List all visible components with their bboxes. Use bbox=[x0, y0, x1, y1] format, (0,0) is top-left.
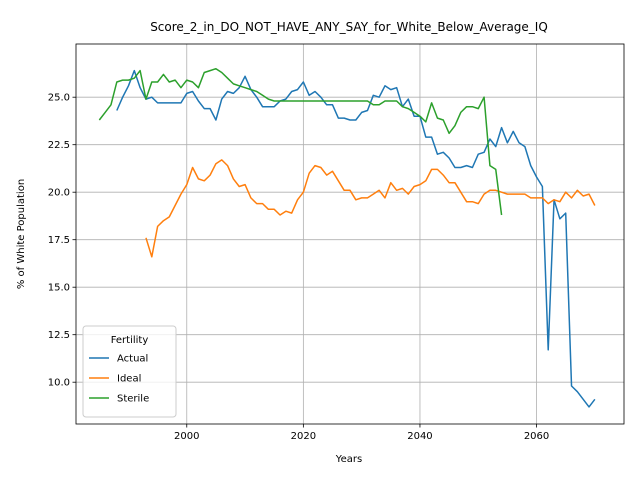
plot-frame bbox=[75, 43, 625, 425]
y-tick-label: 22.5 bbox=[48, 140, 70, 151]
series-line-actual bbox=[116, 69, 596, 408]
y-tick-label: 12.5 bbox=[48, 330, 70, 341]
legend-title: Fertility bbox=[111, 335, 149, 346]
legend: Fertility Actual Ideal Sterile bbox=[82, 325, 177, 418]
y-axis: 10.0 12.5 15.0 17.5 20.0 22.5 25.0 bbox=[48, 93, 76, 389]
y-tick-label: 17.5 bbox=[48, 235, 70, 246]
x-axis: 2000 2020 2040 2060 bbox=[174, 424, 549, 442]
x-tick-label: 2040 bbox=[407, 431, 432, 442]
legend-label-ideal: Ideal bbox=[117, 374, 141, 385]
legend-label-actual: Actual bbox=[117, 354, 148, 365]
series-line-ideal bbox=[145, 159, 596, 258]
y-tick-label: 20.0 bbox=[48, 188, 70, 199]
y-tick-label: 25.0 bbox=[48, 93, 70, 104]
legend-box bbox=[82, 325, 177, 418]
plot-area bbox=[98, 67, 596, 408]
y-tick-label: 10.0 bbox=[48, 378, 70, 389]
y-tick-label: 15.0 bbox=[48, 283, 70, 294]
grid-lines bbox=[76, 44, 624, 424]
y-axis-label: % of White Population bbox=[16, 179, 27, 289]
legend-label-sterile: Sterile bbox=[117, 394, 149, 405]
legend-entries: Actual Ideal Sterile bbox=[89, 354, 149, 405]
chart-title: Score_2_in_DO_NOT_HAVE_ANY_SAY_for_White… bbox=[150, 20, 548, 34]
series-line-sterile bbox=[98, 67, 503, 216]
x-tick-label: 2000 bbox=[174, 431, 199, 442]
x-tick-label: 2060 bbox=[524, 431, 549, 442]
x-axis-label: Years bbox=[335, 454, 362, 465]
x-tick-label: 2020 bbox=[291, 431, 316, 442]
